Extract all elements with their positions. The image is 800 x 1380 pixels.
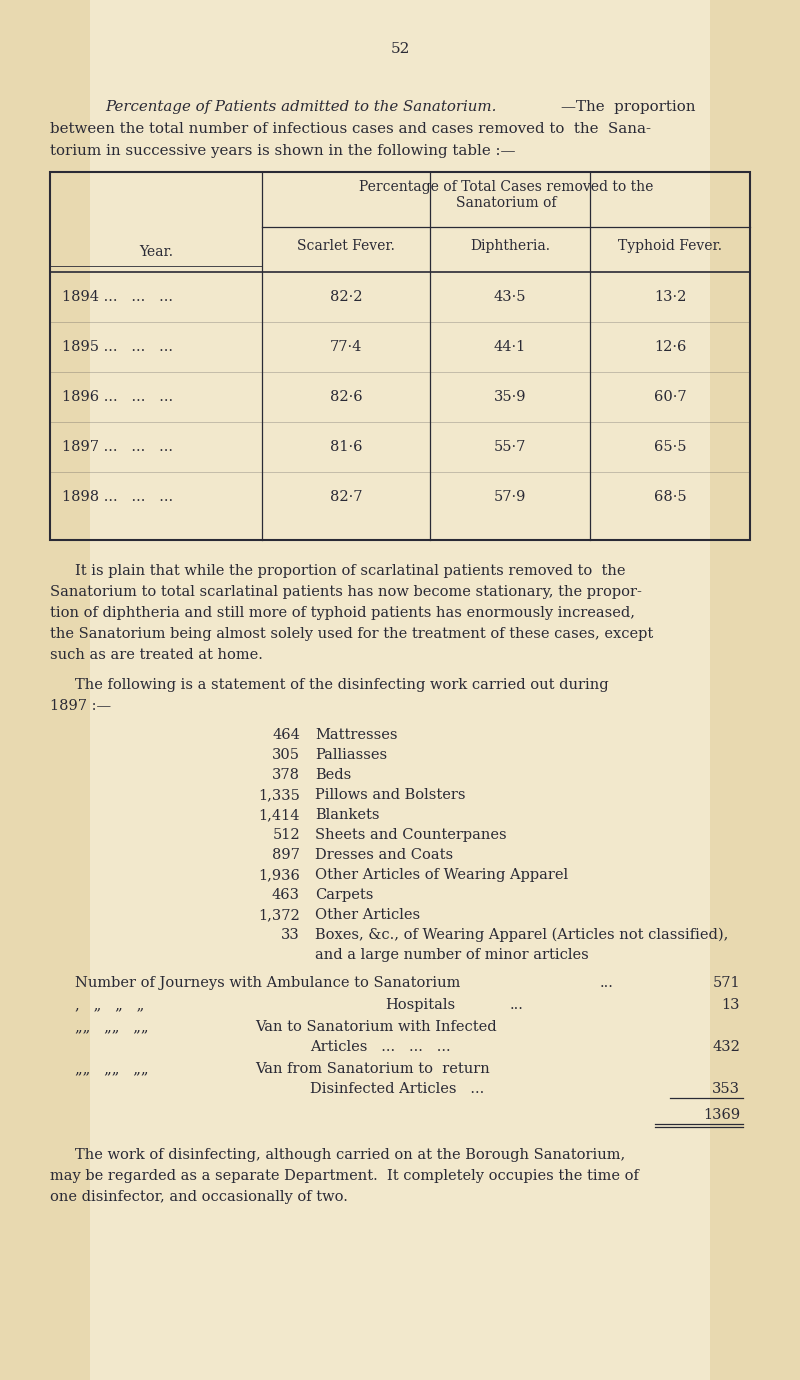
Text: 305: 305 bbox=[272, 748, 300, 762]
Text: Other Articles: Other Articles bbox=[315, 908, 420, 922]
Text: 52: 52 bbox=[390, 41, 410, 57]
Text: 43·5: 43·5 bbox=[494, 290, 526, 304]
Text: 353: 353 bbox=[712, 1082, 740, 1096]
Text: Sheets and Counterpanes: Sheets and Counterpanes bbox=[315, 828, 506, 842]
Text: between the total number of infectious cases and cases removed to  the  Sana-: between the total number of infectious c… bbox=[50, 121, 651, 137]
Text: 55·7: 55·7 bbox=[494, 440, 526, 454]
Text: „„   „„   „„: „„ „„ „„ bbox=[75, 1020, 149, 1034]
Text: Other Articles of Wearing Apparel: Other Articles of Wearing Apparel bbox=[315, 868, 568, 882]
Text: 1895 ...   ...   ...: 1895 ... ... ... bbox=[62, 339, 173, 355]
Text: ...: ... bbox=[600, 976, 614, 989]
Text: 1369: 1369 bbox=[703, 1108, 740, 1122]
Text: Hospitals: Hospitals bbox=[385, 998, 455, 1012]
Text: torium in successive years is shown in the following table :—: torium in successive years is shown in t… bbox=[50, 144, 515, 157]
Text: 33: 33 bbox=[282, 927, 300, 943]
Text: Percentage of Total Cases removed to the: Percentage of Total Cases removed to the bbox=[359, 179, 653, 195]
Text: Diphtheria.: Diphtheria. bbox=[470, 239, 550, 253]
Text: 1898 ...   ...   ...: 1898 ... ... ... bbox=[62, 490, 173, 504]
Bar bbox=[50, 172, 750, 540]
Text: The following is a statement of the disinfecting work carried out during: The following is a statement of the disi… bbox=[75, 678, 609, 691]
Text: Beds: Beds bbox=[315, 769, 351, 782]
Text: 82·6: 82·6 bbox=[330, 391, 362, 404]
Text: Sanatorium of: Sanatorium of bbox=[456, 196, 556, 210]
Text: ,   „   „   „: , „ „ „ bbox=[75, 998, 144, 1012]
Text: one disinfector, and occasionally of two.: one disinfector, and occasionally of two… bbox=[50, 1190, 348, 1203]
Text: Scarlet Fever.: Scarlet Fever. bbox=[297, 239, 395, 253]
Text: 35·9: 35·9 bbox=[494, 391, 526, 404]
Text: 1,335: 1,335 bbox=[258, 788, 300, 802]
Text: Pillows and Bolsters: Pillows and Bolsters bbox=[315, 788, 466, 802]
Text: may be regarded as a separate Department.  It completely occupies the time of: may be regarded as a separate Department… bbox=[50, 1169, 639, 1183]
Text: It is plain that while the proportion of scarlatinal patients removed to  the: It is plain that while the proportion of… bbox=[75, 564, 626, 578]
Text: „„   „„   „„: „„ „„ „„ bbox=[75, 1063, 149, 1076]
Text: Palliasses: Palliasses bbox=[315, 748, 387, 762]
Text: 1,372: 1,372 bbox=[258, 908, 300, 922]
Text: Dresses and Coats: Dresses and Coats bbox=[315, 847, 453, 862]
Text: Boxes, &c., of Wearing Apparel (Articles not classified),: Boxes, &c., of Wearing Apparel (Articles… bbox=[315, 927, 728, 943]
Text: the Sanatorium being almost solely used for the treatment of these cases, except: the Sanatorium being almost solely used … bbox=[50, 627, 654, 640]
Text: Mattresses: Mattresses bbox=[315, 729, 398, 742]
Text: 12·6: 12·6 bbox=[654, 339, 686, 355]
Text: 378: 378 bbox=[272, 769, 300, 782]
Text: 60·7: 60·7 bbox=[654, 391, 686, 404]
Text: 463: 463 bbox=[272, 887, 300, 903]
Text: 1896 ...   ...   ...: 1896 ... ... ... bbox=[62, 391, 173, 404]
Text: 464: 464 bbox=[272, 729, 300, 742]
Text: Disinfected Articles   ...: Disinfected Articles ... bbox=[310, 1082, 484, 1096]
Text: 82·2: 82·2 bbox=[330, 290, 362, 304]
Text: Year.: Year. bbox=[139, 244, 173, 259]
Text: 57·9: 57·9 bbox=[494, 490, 526, 504]
Text: 1894 ...   ...   ...: 1894 ... ... ... bbox=[62, 290, 173, 304]
Text: Carpets: Carpets bbox=[315, 887, 374, 903]
Text: 1897 :—: 1897 :— bbox=[50, 700, 111, 713]
Text: 1,936: 1,936 bbox=[258, 868, 300, 882]
Text: The work of disinfecting, although carried on at the Borough Sanatorium,: The work of disinfecting, although carri… bbox=[75, 1148, 626, 1162]
Text: Articles   ...   ...   ...: Articles ... ... ... bbox=[310, 1041, 450, 1054]
Text: ...: ... bbox=[510, 998, 524, 1012]
Text: 13: 13 bbox=[722, 998, 740, 1012]
Text: and a large number of minor articles: and a large number of minor articles bbox=[315, 948, 589, 962]
Text: 82·7: 82·7 bbox=[330, 490, 362, 504]
Text: 65·5: 65·5 bbox=[654, 440, 686, 454]
Text: 44·1: 44·1 bbox=[494, 339, 526, 355]
Text: 77·4: 77·4 bbox=[330, 339, 362, 355]
Text: Van to Sanatorium with Infected: Van to Sanatorium with Infected bbox=[255, 1020, 497, 1034]
Text: Typhoid Fever.: Typhoid Fever. bbox=[618, 239, 722, 253]
Text: Van from Sanatorium to  return: Van from Sanatorium to return bbox=[255, 1063, 490, 1076]
Text: 571: 571 bbox=[712, 976, 740, 989]
Text: tion of diphtheria and still more of typhoid patients has enormously increased,: tion of diphtheria and still more of typ… bbox=[50, 606, 635, 620]
Text: Number of Journeys with Ambulance to Sanatorium: Number of Journeys with Ambulance to San… bbox=[75, 976, 460, 989]
Text: 512: 512 bbox=[272, 828, 300, 842]
Text: Blankets: Blankets bbox=[315, 809, 379, 822]
Text: 13·2: 13·2 bbox=[654, 290, 686, 304]
Text: 68·5: 68·5 bbox=[654, 490, 686, 504]
Text: such as are treated at home.: such as are treated at home. bbox=[50, 649, 263, 662]
Text: 1,414: 1,414 bbox=[258, 809, 300, 822]
Text: 81·6: 81·6 bbox=[330, 440, 362, 454]
Text: —The  proportion: —The proportion bbox=[561, 99, 695, 115]
Bar bbox=[90, 0, 710, 1380]
Text: Percentage of Patients admitted to the Sanatorium.: Percentage of Patients admitted to the S… bbox=[105, 99, 496, 115]
Text: 897: 897 bbox=[272, 847, 300, 862]
Text: 1897 ...   ...   ...: 1897 ... ... ... bbox=[62, 440, 173, 454]
Text: 432: 432 bbox=[712, 1041, 740, 1054]
Text: Sanatorium to total scarlatinal patients has now become stationary, the propor-: Sanatorium to total scarlatinal patients… bbox=[50, 585, 642, 599]
